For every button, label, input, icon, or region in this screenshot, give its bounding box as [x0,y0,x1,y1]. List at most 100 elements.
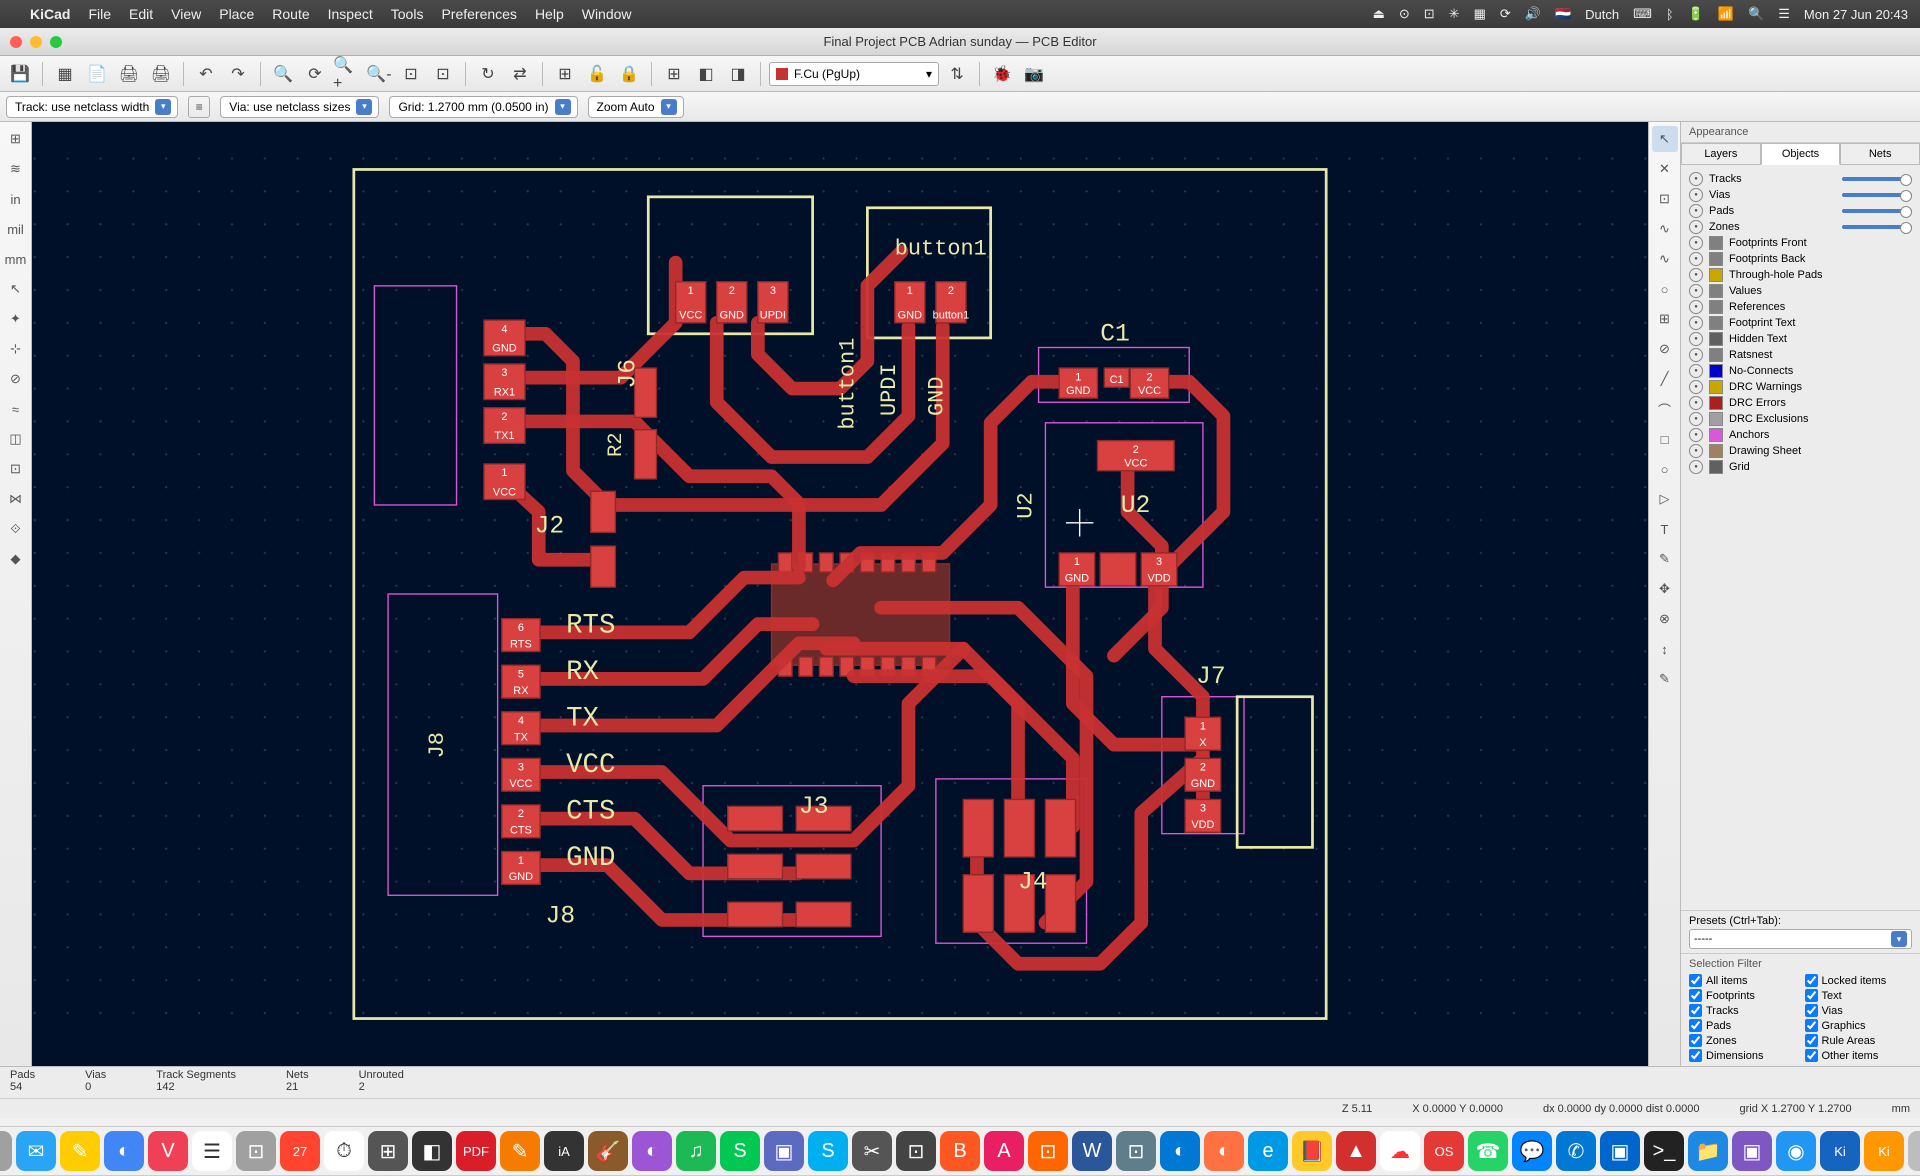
dock-app-28[interactable]: W [1072,1131,1112,1171]
dock-app-43[interactable]: ▣ [1732,1131,1772,1171]
right-tool-14[interactable]: ✎ [1652,546,1678,572]
status-icon[interactable]: ⊙ [1399,6,1410,22]
visibility-toggle-icon[interactable] [1689,444,1703,458]
visibility-toggle-icon[interactable] [1689,220,1703,234]
visibility-toggle-icon[interactable] [1689,284,1703,298]
menu-file[interactable]: File [88,6,111,22]
left-tool-2[interactable]: in [3,186,29,212]
dock-app-44[interactable]: ◉ [1776,1131,1816,1171]
color-swatch[interactable] [1709,236,1723,250]
filter-checkbox[interactable] [1689,1034,1702,1047]
zoom-button[interactable] [50,36,62,48]
filter-checkbox[interactable] [1689,1019,1702,1032]
zoom-out-icon[interactable]: 🔍- [365,60,393,88]
filter-other-items[interactable]: Other items [1805,1049,1913,1062]
redo-icon[interactable]: ↷ [224,60,252,88]
visibility-toggle-icon[interactable] [1689,252,1703,266]
dock-app-15[interactable]: ✎ [500,1131,540,1171]
dock-app-31[interactable]: ◐ [1204,1131,1244,1171]
visibility-toggle-icon[interactable] [1689,300,1703,314]
dock-app-36[interactable]: OS [1424,1131,1464,1171]
appearance-row-drc-exclusions[interactable]: DRC Exclusions [1685,411,1916,427]
dock-app-18[interactable]: ◐ [632,1131,672,1171]
menu-inspect[interactable]: Inspect [328,6,373,22]
grid-selector[interactable]: Grid: 1.2700 mm (0.0500 in)▾ [389,96,577,118]
menu-preferences[interactable]: Preferences [441,6,516,22]
dock-app-46[interactable]: Ki [1864,1131,1904,1171]
status-icon[interactable]: ⊡ [1424,6,1435,22]
dock-app-5[interactable]: ✎ [60,1131,100,1171]
status-icon[interactable]: ▦ [1474,6,1486,22]
bluetooth-icon[interactable]: ᛒ [1666,7,1674,22]
dock-app-3[interactable]: ⚙ [0,1131,12,1171]
visibility-toggle-icon[interactable] [1689,380,1703,394]
left-tool-12[interactable]: ⋈ [3,486,29,512]
keyboard-icon[interactable]: ⌨ [1633,6,1652,22]
right-tool-1[interactable]: ✕ [1652,156,1678,182]
close-button[interactable] [10,36,22,48]
lock-icon[interactable]: 🔒 [615,60,643,88]
left-tool-11[interactable]: ⊡ [3,456,29,482]
right-tool-3[interactable]: ∿ [1652,216,1678,242]
visibility-toggle-icon[interactable] [1689,188,1703,202]
left-tool-14[interactable]: ◆ [3,546,29,572]
dock-app-8[interactable]: ☰ [192,1131,232,1171]
dock-app-30[interactable]: ◐ [1160,1131,1200,1171]
dock-app-45[interactable]: Ki [1820,1131,1860,1171]
find-icon[interactable]: 🔍 [269,60,297,88]
dock-app-40[interactable]: ▣ [1600,1131,1640,1171]
filter-checkbox[interactable] [1689,989,1702,1002]
zoom-selection-icon[interactable]: ⊡ [429,60,457,88]
input-lang[interactable]: Dutch [1585,7,1619,22]
filter-locked-items[interactable]: Locked items [1805,974,1913,987]
status-icon[interactable]: 🔊 [1525,6,1541,22]
left-tool-10[interactable]: ◫ [3,426,29,452]
pcb-canvas[interactable]: 4GND3RX12TX11VCC1VCC2GND3UPDI1GND2button… [32,122,1648,1066]
color-swatch[interactable] [1709,380,1723,394]
appearance-row-footprints-back[interactable]: Footprints Back [1685,251,1916,267]
right-tool-2[interactable]: ⊡ [1652,186,1678,212]
right-tool-15[interactable]: ✥ [1652,576,1678,602]
dock-app-22[interactable]: S [808,1131,848,1171]
color-swatch[interactable] [1709,316,1723,330]
dock-app-47[interactable]: ? [1908,1131,1920,1171]
visibility-toggle-icon[interactable] [1689,460,1703,474]
color-swatch[interactable] [1709,428,1723,442]
appearance-row-references[interactable]: References [1685,299,1916,315]
dock-app-42[interactable]: 📁 [1688,1131,1728,1171]
opacity-slider[interactable] [1842,225,1912,229]
drc-icon[interactable]: 🐞 [988,60,1016,88]
appearance-row-footprints-front[interactable]: Footprints Front [1685,235,1916,251]
filter-text[interactable]: Text [1805,989,1913,1002]
visibility-toggle-icon[interactable] [1689,428,1703,442]
dock-app-9[interactable]: ⊡ [236,1131,276,1171]
right-tool-13[interactable]: T [1652,516,1678,542]
layer-pair-icon[interactable]: ⇅ [943,60,971,88]
filter-tracks[interactable]: Tracks [1689,1004,1797,1017]
save-icon[interactable]: 💾 [6,60,34,88]
appearance-row-footprint-text[interactable]: Footprint Text [1685,315,1916,331]
dock-app-11[interactable]: ⏱ [324,1131,364,1171]
right-tool-16[interactable]: ⊗ [1652,606,1678,632]
dock-app-35[interactable]: ☁ [1380,1131,1420,1171]
color-swatch[interactable] [1709,268,1723,282]
color-swatch[interactable] [1709,284,1723,298]
visibility-toggle-icon[interactable] [1689,348,1703,362]
visibility-toggle-icon[interactable] [1689,172,1703,186]
control-center-icon[interactable]: ☰ [1778,6,1790,22]
filter-checkbox[interactable] [1689,1004,1702,1017]
appearance-row-drc-warnings[interactable]: DRC Warnings [1685,379,1916,395]
dock-app-17[interactable]: 🎸 [588,1131,628,1171]
dock-app-13[interactable]: ◧ [412,1131,452,1171]
left-tool-5[interactable]: ↖ [3,276,29,302]
clock[interactable]: Mon 27 Jun 20:43 [1804,7,1908,22]
appearance-row-drc-errors[interactable]: DRC Errors [1685,395,1916,411]
appearance-row-drawing-sheet[interactable]: Drawing Sheet [1685,443,1916,459]
right-tool-4[interactable]: ∿ [1652,246,1678,272]
right-tool-10[interactable]: □ [1652,426,1678,452]
visibility-toggle-icon[interactable] [1689,412,1703,426]
right-tool-17[interactable]: ↕ [1652,636,1678,662]
undo-icon[interactable]: ↶ [192,60,220,88]
tab-objects[interactable]: Objects [1761,143,1841,165]
lock-open-icon[interactable]: 🔓 [583,60,611,88]
